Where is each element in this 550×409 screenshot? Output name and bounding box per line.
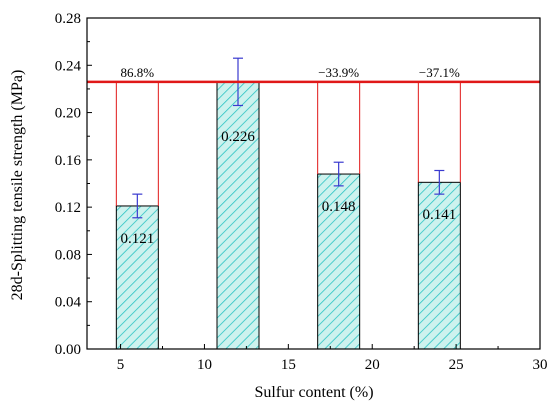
y-tick-label: 0.00 xyxy=(55,342,81,358)
x-tick-label: 15 xyxy=(281,357,296,373)
y-tick-label: 0.12 xyxy=(55,200,81,216)
x-tick-label: 25 xyxy=(449,357,464,373)
error-bars-layer xyxy=(132,57,445,219)
data-label: 0.148 xyxy=(322,199,356,215)
difference-bracket xyxy=(317,81,361,175)
bar xyxy=(115,205,159,350)
bars-layer xyxy=(115,81,461,350)
brackets-layer xyxy=(115,81,461,206)
y-tick-label: 0.24 xyxy=(55,58,82,74)
y-tick-label: 0.20 xyxy=(55,106,81,122)
difference-bracket xyxy=(115,81,159,206)
difference-bracket xyxy=(417,81,461,183)
data-label: 0.141 xyxy=(422,207,456,223)
x-tick-label: 20 xyxy=(365,357,380,373)
bar xyxy=(317,173,361,350)
x-tick-label: 5 xyxy=(117,357,125,373)
y-axis-title: 28d-Splitting tensile strength (MPa) xyxy=(9,70,26,301)
data-label: 0.121 xyxy=(120,231,154,247)
y-tick-label: 0.16 xyxy=(55,153,82,169)
bar xyxy=(417,181,461,350)
x-tick-label: 10 xyxy=(197,357,212,373)
percent-label: −37.1% xyxy=(419,65,460,80)
y-tick-label: 0.28 xyxy=(55,11,81,27)
x-axis-title: Sulfur content (%) xyxy=(254,384,373,401)
x-tick-label: 30 xyxy=(533,357,548,373)
bar xyxy=(216,81,260,350)
data-label: 0.226 xyxy=(221,129,255,145)
y-tick-label: 0.08 xyxy=(55,247,81,263)
value-labels-layer: 0.121 86.8% 0.226 0.148 −33.9% 0.141 −37.1% xyxy=(120,65,459,247)
percent-label: 86.8% xyxy=(121,65,155,80)
percent-label: −33.9% xyxy=(318,65,359,80)
axes-layer: 0.00 0.04 0.08 0.12 0.16 0.20 0.24 0.28 5 10 15 20 2… xyxy=(55,11,548,373)
y-tick-label: 0.04 xyxy=(55,295,82,311)
